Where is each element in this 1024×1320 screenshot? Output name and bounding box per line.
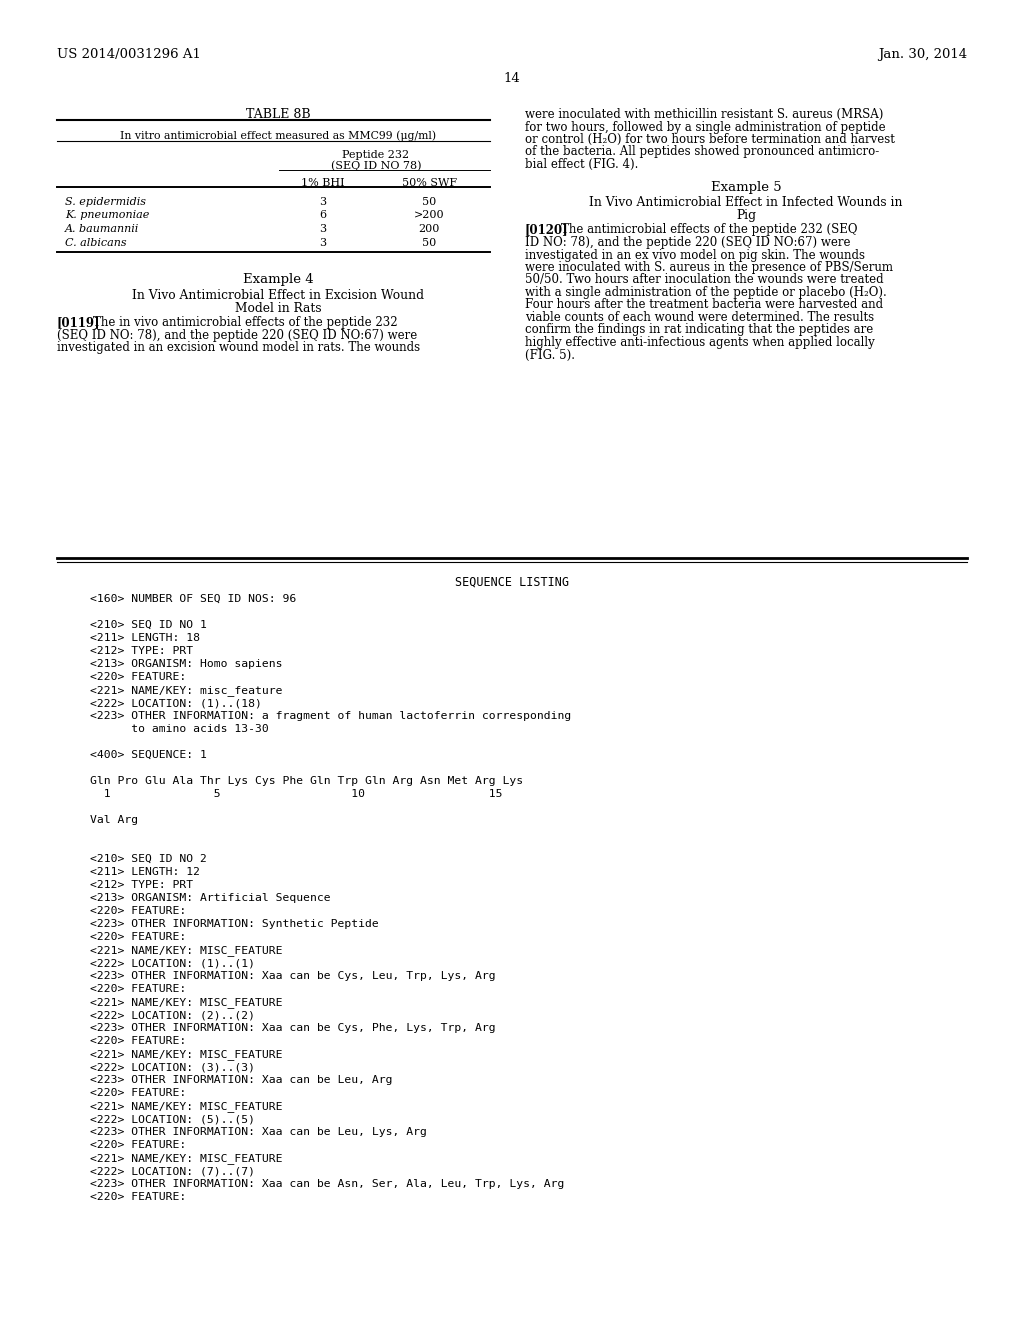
Text: TABLE 8B: TABLE 8B [246,108,311,121]
Text: <221> NAME/KEY: misc_feature: <221> NAME/KEY: misc_feature [90,685,283,696]
Text: or control (H₂O) for two hours before termination and harvest: or control (H₂O) for two hours before te… [525,133,895,147]
Text: <222> LOCATION: (5)..(5): <222> LOCATION: (5)..(5) [90,1114,255,1125]
Text: <222> LOCATION: (3)..(3): <222> LOCATION: (3)..(3) [90,1063,255,1072]
Text: <223> OTHER INFORMATION: Xaa can be Cys, Phe, Lys, Trp, Arg: <223> OTHER INFORMATION: Xaa can be Cys,… [90,1023,496,1034]
Text: S. epidermidis: S. epidermidis [65,197,146,207]
Text: K. pneumoniae: K. pneumoniae [65,210,150,220]
Text: <213> ORGANISM: Artificial Sequence: <213> ORGANISM: Artificial Sequence [90,894,331,903]
Text: bial effect (FIG. 4).: bial effect (FIG. 4). [525,158,638,172]
Text: <223> OTHER INFORMATION: Xaa can be Leu, Arg: <223> OTHER INFORMATION: Xaa can be Leu,… [90,1074,392,1085]
Text: A. baumannii: A. baumannii [65,224,139,234]
Text: were inoculated with S. aureus in the presence of PBS/Serum: were inoculated with S. aureus in the pr… [525,261,893,275]
Text: (SEQ ID NO 78): (SEQ ID NO 78) [331,160,421,170]
Text: investigated in an ex vivo model on pig skin. The wounds: investigated in an ex vivo model on pig … [525,248,865,261]
Text: <221> NAME/KEY: MISC_FEATURE: <221> NAME/KEY: MISC_FEATURE [90,1101,283,1111]
Text: (FIG. 5).: (FIG. 5). [525,348,575,362]
Text: <220> FEATURE:: <220> FEATURE: [90,1088,186,1098]
Text: <222> LOCATION: (7)..(7): <222> LOCATION: (7)..(7) [90,1166,255,1176]
Text: of the bacteria. All peptides showed pronounced antimicro-: of the bacteria. All peptides showed pro… [525,145,880,158]
Text: 3: 3 [319,238,327,248]
Text: <220> FEATURE:: <220> FEATURE: [90,672,186,682]
Text: were inoculated with methicillin resistant S. aureus (MRSA): were inoculated with methicillin resista… [525,108,884,121]
Text: <221> NAME/KEY: MISC_FEATURE: <221> NAME/KEY: MISC_FEATURE [90,997,283,1008]
Text: <220> FEATURE:: <220> FEATURE: [90,1036,186,1045]
Text: <212> TYPE: PRT: <212> TYPE: PRT [90,645,194,656]
Text: <223> OTHER INFORMATION: a fragment of human lactoferrin corresponding: <223> OTHER INFORMATION: a fragment of h… [90,711,571,721]
Text: <222> LOCATION: (1)..(18): <222> LOCATION: (1)..(18) [90,698,262,708]
Text: 3: 3 [319,224,327,234]
Text: The antimicrobial effects of the peptide 232 (SEQ: The antimicrobial effects of the peptide… [561,223,857,236]
Text: investigated in an excision wound model in rats. The wounds: investigated in an excision wound model … [57,341,420,354]
Text: <220> FEATURE:: <220> FEATURE: [90,906,186,916]
Text: <223> OTHER INFORMATION: Synthetic Peptide: <223> OTHER INFORMATION: Synthetic Pepti… [90,919,379,929]
Text: 50: 50 [422,238,436,248]
Text: 14: 14 [504,73,520,84]
Text: to amino acids 13-30: to amino acids 13-30 [90,723,268,734]
Text: <220> FEATURE:: <220> FEATURE: [90,1192,186,1203]
Text: Model in Rats: Model in Rats [236,302,322,315]
Text: <210> SEQ ID NO 2: <210> SEQ ID NO 2 [90,854,207,865]
Text: Jan. 30, 2014: Jan. 30, 2014 [878,48,967,61]
Text: <211> LENGTH: 18: <211> LENGTH: 18 [90,634,200,643]
Text: viable counts of each wound were determined. The results: viable counts of each wound were determi… [525,312,874,323]
Text: 50% SWF: 50% SWF [401,178,457,187]
Text: <400> SEQUENCE: 1: <400> SEQUENCE: 1 [90,750,207,760]
Text: <220> FEATURE:: <220> FEATURE: [90,983,186,994]
Text: <160> NUMBER OF SEQ ID NOS: 96: <160> NUMBER OF SEQ ID NOS: 96 [90,594,296,605]
Text: <220> FEATURE:: <220> FEATURE: [90,1140,186,1150]
Text: In vitro antimicrobial effect measured as MMC99 (μg/ml): In vitro antimicrobial effect measured a… [121,129,436,140]
Text: Example 5: Example 5 [711,181,781,194]
Text: 6: 6 [319,210,327,220]
Text: <223> OTHER INFORMATION: Xaa can be Cys, Leu, Trp, Lys, Arg: <223> OTHER INFORMATION: Xaa can be Cys,… [90,972,496,981]
Text: SEQUENCE LISTING: SEQUENCE LISTING [455,576,569,589]
Text: <221> NAME/KEY: MISC_FEATURE: <221> NAME/KEY: MISC_FEATURE [90,945,283,956]
Text: Example 4: Example 4 [243,273,313,286]
Text: for two hours, followed by a single administration of peptide: for two hours, followed by a single admi… [525,120,886,133]
Text: 3: 3 [319,197,327,207]
Text: ID NO: 78), and the peptide 220 (SEQ ID NO:67) were: ID NO: 78), and the peptide 220 (SEQ ID … [525,236,851,249]
Text: >200: >200 [414,210,444,220]
Text: <223> OTHER INFORMATION: Xaa can be Asn, Ser, Ala, Leu, Trp, Lys, Arg: <223> OTHER INFORMATION: Xaa can be Asn,… [90,1179,564,1189]
Text: <221> NAME/KEY: MISC_FEATURE: <221> NAME/KEY: MISC_FEATURE [90,1152,283,1164]
Text: <220> FEATURE:: <220> FEATURE: [90,932,186,942]
Text: <222> LOCATION: (2)..(2): <222> LOCATION: (2)..(2) [90,1010,255,1020]
Text: <221> NAME/KEY: MISC_FEATURE: <221> NAME/KEY: MISC_FEATURE [90,1049,283,1060]
Text: [0120]: [0120] [525,223,568,236]
Text: In Vivo Antimicrobial Effect in Infected Wounds in: In Vivo Antimicrobial Effect in Infected… [589,197,903,210]
Text: <211> LENGTH: 12: <211> LENGTH: 12 [90,867,200,876]
Text: US 2014/0031296 A1: US 2014/0031296 A1 [57,48,201,61]
Text: In Vivo Antimicrobial Effect in Excision Wound: In Vivo Antimicrobial Effect in Excision… [132,289,425,302]
Text: <210> SEQ ID NO 1: <210> SEQ ID NO 1 [90,620,207,630]
Text: confirm the findings in rat indicating that the peptides are: confirm the findings in rat indicating t… [525,323,873,337]
Text: Pig: Pig [736,210,756,223]
Text: <223> OTHER INFORMATION: Xaa can be Leu, Lys, Arg: <223> OTHER INFORMATION: Xaa can be Leu,… [90,1127,427,1137]
Text: The in vivo antimicrobial effects of the peptide 232: The in vivo antimicrobial effects of the… [93,315,397,329]
Text: Gln Pro Glu Ala Thr Lys Cys Phe Gln Trp Gln Arg Asn Met Arg Lys: Gln Pro Glu Ala Thr Lys Cys Phe Gln Trp … [90,776,523,785]
Text: [0119]: [0119] [57,315,100,329]
Text: 1               5                   10                  15: 1 5 10 15 [90,789,503,799]
Text: 200: 200 [419,224,439,234]
Text: Four hours after the treatment bacteria were harvested and: Four hours after the treatment bacteria … [525,298,883,312]
Text: <212> TYPE: PRT: <212> TYPE: PRT [90,880,194,890]
Text: 50/50. Two hours after inoculation the wounds were treated: 50/50. Two hours after inoculation the w… [525,273,884,286]
Text: C. albicans: C. albicans [65,238,127,248]
Text: <213> ORGANISM: Homo sapiens: <213> ORGANISM: Homo sapiens [90,659,283,669]
Text: highly effective anti-infectious agents when applied locally: highly effective anti-infectious agents … [525,337,874,348]
Text: Val Arg: Val Arg [90,814,138,825]
Text: Peptide 232: Peptide 232 [342,150,410,160]
Text: <222> LOCATION: (1)..(1): <222> LOCATION: (1)..(1) [90,958,255,968]
Text: 50: 50 [422,197,436,207]
Text: 1% BHI: 1% BHI [301,178,345,187]
Text: (SEQ ID NO: 78), and the peptide 220 (SEQ ID NO:67) were: (SEQ ID NO: 78), and the peptide 220 (SE… [57,329,417,342]
Text: with a single administration of the peptide or placebo (H₂O).: with a single administration of the pept… [525,286,887,300]
